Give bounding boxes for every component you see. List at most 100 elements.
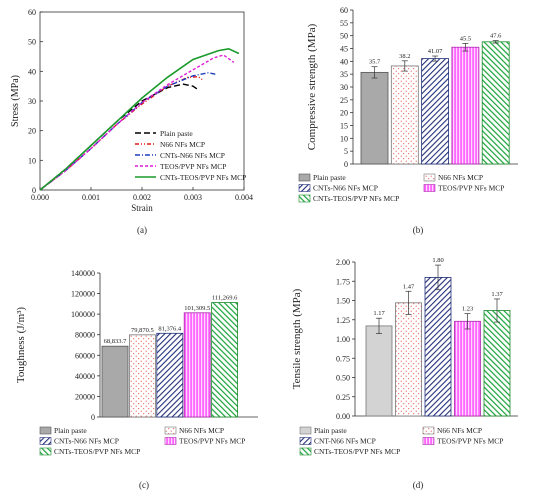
legend-label: TEOS/PVP NFs MCP	[437, 437, 503, 446]
y-tick-label: 0.75	[336, 354, 350, 363]
legend-label: TEOS/PVP NFs MCP	[160, 162, 226, 171]
legend-swatch	[39, 447, 52, 456]
bar-data-label: 1.17	[373, 310, 385, 317]
legend-swatch	[298, 173, 311, 182]
bar-4	[451, 46, 480, 165]
y-tick-label: 1.75	[336, 277, 350, 286]
y-tick-label: 1.00	[336, 335, 350, 344]
y-tick-label: 20000	[75, 392, 95, 401]
bar-2	[128, 334, 156, 418]
y-tick-label: 30	[340, 83, 348, 92]
legend-swatch	[298, 194, 311, 203]
legend-swatch	[164, 437, 177, 445]
y-tick-label: 35	[340, 70, 348, 79]
legend-label: TEOS/PVP NFs MCP	[438, 184, 504, 193]
x-tick-label: 0.001	[82, 193, 100, 202]
y-tick-label: 40000	[75, 372, 95, 381]
bar-data-label: 79,870.5	[131, 327, 154, 334]
x-tick-label: 0.002	[133, 193, 151, 202]
x-tick-label: 0.004	[235, 193, 253, 202]
panel-label: (a)	[137, 225, 147, 235]
bar-data-label: 45.5	[460, 35, 471, 42]
legend-swatch	[422, 426, 435, 435]
y-tick-label: 1.50	[336, 297, 350, 306]
bar-data-label: 1.80	[432, 257, 443, 264]
bar-data-label: 38.2	[399, 53, 410, 60]
panel-label: (d)	[413, 480, 424, 490]
bar-data-label: 111,269.6	[212, 295, 238, 302]
panel-label: (b)	[413, 225, 424, 235]
legend-swatch	[164, 426, 177, 435]
legend-label: N66 NFs MCP	[179, 426, 224, 435]
legend-swatch	[39, 437, 52, 445]
y-axis-label: Compressive strength (MPa)	[306, 23, 318, 150]
y-tick-label: 40	[340, 57, 348, 66]
y-tick-label: 10	[28, 156, 36, 165]
bar-data-label: 47.6	[490, 33, 502, 40]
panel-a-stress-strain: 0 10 20 30 40 50 60 0.000 0.001 0.002 0.003 0.004 St…	[10, 8, 253, 235]
y-axis-label: Toughness (J/m³)	[15, 307, 27, 383]
legend-label: CNTs-N66 NFs MCP	[54, 437, 119, 446]
y-tick-label: 0.50	[336, 374, 350, 383]
bar-5	[481, 41, 510, 165]
bar-2	[395, 302, 422, 417]
bar-3	[421, 58, 450, 165]
bar-5	[483, 310, 511, 417]
y-tick-label: 55	[340, 19, 348, 28]
y-tick-label: 140000	[71, 269, 95, 278]
legend-label: CNTs-TEOS/PVP NFs MCP	[160, 173, 246, 182]
panel-b-compressive-strength: 0 5 10 15 20 25 30 35 40 45 50 55 60 Compressive stre…	[298, 6, 518, 235]
legend-label: Plain paste	[313, 173, 346, 182]
legend-swatch	[299, 437, 312, 445]
legend-swatch	[299, 447, 312, 456]
series-line-3	[39, 72, 217, 191]
legend-label: Plain paste	[160, 129, 193, 138]
y-tick-label: 20	[28, 127, 36, 136]
y-tick-label: 0	[91, 413, 95, 422]
bar-3	[424, 276, 452, 417]
y-axis-label: Tensile strength (MPa)	[291, 288, 303, 389]
x-tick-label: 0.003	[184, 193, 202, 202]
y-tick-label: 60	[340, 6, 348, 15]
y-tick-label: 120000	[71, 290, 95, 299]
series-line-2	[39, 75, 204, 191]
legend-label: CNTs-TEOS/PVP NFs MCP	[313, 194, 399, 203]
y-tick-label: 15	[340, 122, 348, 131]
y-tick-label: 25	[340, 96, 348, 105]
x-tick-label: 0.000	[31, 193, 49, 202]
legend-label: CNT-N66 NFs MCP	[314, 437, 376, 446]
legend-swatch	[423, 173, 436, 182]
legend-label: CNTs-TEOS/PVP NFs MCP	[314, 447, 400, 456]
bar-2	[390, 65, 419, 165]
y-tick-label: 40	[28, 67, 36, 76]
bar-1	[360, 71, 389, 165]
legend-label: Plain paste	[314, 426, 347, 435]
y-tick-label: 45	[340, 45, 348, 54]
y-tick-label: 1.25	[336, 316, 350, 325]
y-tick-label: 0.00	[336, 412, 350, 421]
bar-1	[101, 345, 129, 418]
y-tick-label: 60	[28, 8, 36, 17]
legend-swatch	[299, 426, 312, 435]
panel-d-tensile-strength: 0.00 0.25 0.50 0.75 1.00 1.25 1.50 1.75 2.00 Tens…	[291, 257, 518, 490]
bar-3	[156, 332, 184, 418]
panel-label: (c)	[139, 480, 149, 490]
series-line-4	[39, 54, 235, 191]
bar-data-label: 101,309.5	[184, 305, 210, 312]
bar-data-label: 68,833.7	[104, 338, 128, 345]
y-tick-label: 0	[344, 160, 348, 169]
y-tick-label: 50	[340, 32, 348, 41]
legend-label: TEOS/PVP NFs MCP	[179, 437, 245, 446]
legend-label: Plain paste	[54, 426, 87, 435]
bar-data-label: 35.7	[369, 59, 381, 66]
y-tick-label: 50	[28, 38, 36, 47]
y-tick-label: 5	[344, 147, 348, 156]
legend-label: N66 NFs MCP	[438, 173, 483, 182]
legend-label: CNTs-TEOS/PVP NFs MCP	[54, 447, 140, 456]
y-tick-label: 80000	[75, 331, 95, 340]
y-axis-label: Stress (MPa)	[10, 75, 21, 127]
legend-label: N66 NFs MCP	[437, 426, 482, 435]
legend-swatch	[423, 184, 436, 192]
y-tick-label: 0	[32, 186, 36, 195]
